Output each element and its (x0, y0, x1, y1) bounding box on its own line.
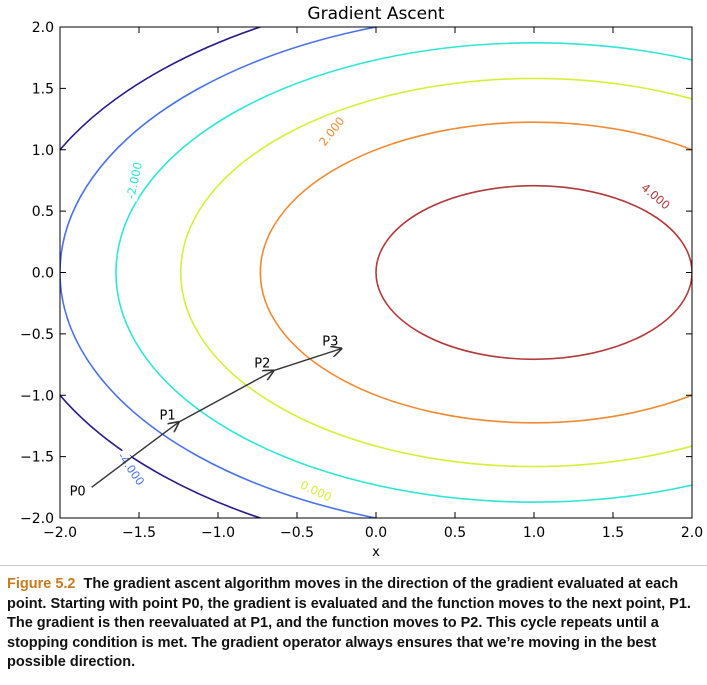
gradient-path: P0 P1 P2 P3 (70, 335, 342, 499)
contour-label-1: -4.000 (115, 450, 148, 488)
axes: −2.0 −1.5 −1.0 −0.5 0.0 0.5 1.0 1.5 2.0 −2.0 −1.5 −… (20, 20, 703, 541)
contour-label-bg-5 (635, 178, 676, 215)
figure-caption: Figure 5.2 The gradient ascent algorithm … (7, 575, 697, 673)
contour-label-4: 2.000 (316, 114, 347, 149)
x-tick-label-0: −2.0 (43, 525, 77, 541)
contour-line-5 (375, 184, 692, 361)
y-tick-label-8: 2.0 (32, 20, 54, 36)
x-tick-label-7: 1.5 (602, 525, 624, 541)
contour-label-5: 4.000 (639, 180, 673, 212)
contour-lines (60, 27, 692, 518)
contour-label-bg-1 (113, 448, 149, 490)
x-tick-label-3: −0.5 (280, 525, 314, 541)
x-tick-label-2: −1.0 (201, 525, 235, 541)
chart-title: Gradient Ascent (307, 4, 444, 24)
x-tick-label-4: 0.0 (365, 525, 387, 541)
point-label-p2: P2 (254, 357, 270, 372)
x-tick-label-5: 0.5 (444, 525, 466, 541)
y-tick-label-2: −1.0 (20, 388, 54, 404)
y-tick-label-5: 0.5 (32, 204, 54, 220)
contour-line-3 (180, 77, 692, 468)
path-arrow-1 (178, 371, 274, 423)
caption-divider (0, 565, 707, 566)
contour-label-bg-4 (313, 111, 350, 152)
y-tick-label-1: −1.5 (20, 450, 54, 466)
x-tick-label-6: 1.0 (523, 525, 545, 541)
path-arrow-0 (91, 422, 179, 488)
contour-line-4 (259, 121, 692, 424)
path-arrow-2 (273, 349, 341, 372)
y-tick-label-6: 1.0 (32, 143, 54, 159)
y-tick-label-0: −2.0 (20, 511, 54, 527)
contour-label-bg-3 (294, 476, 338, 506)
y-tick-label-7: 1.5 (32, 81, 54, 97)
x-tick-label-8: 2.0 (681, 525, 703, 541)
y-tick-label-4: 0.0 (32, 266, 54, 282)
point-label-p1: P1 (160, 408, 176, 423)
contour-line-1 (60, 27, 692, 518)
x-tick-label-1: −1.5 (122, 525, 156, 541)
contour-line-2 (115, 42, 692, 503)
point-label-p0: P0 (70, 484, 86, 499)
y-tick-label-3: −0.5 (20, 327, 54, 343)
figure-label: Figure 5.2 (7, 576, 76, 592)
contour-line-0 (60, 27, 264, 518)
figure-caption-text: The gradient ascent algorithm moves in t… (7, 576, 691, 670)
contour-chart: Gradient Ascent -4.000-2.0000.0002.0004.… (20, 4, 703, 560)
x-axis-label: x (372, 545, 380, 560)
contour-label-bg-2 (123, 159, 146, 202)
point-label-p3: P3 (322, 335, 338, 350)
